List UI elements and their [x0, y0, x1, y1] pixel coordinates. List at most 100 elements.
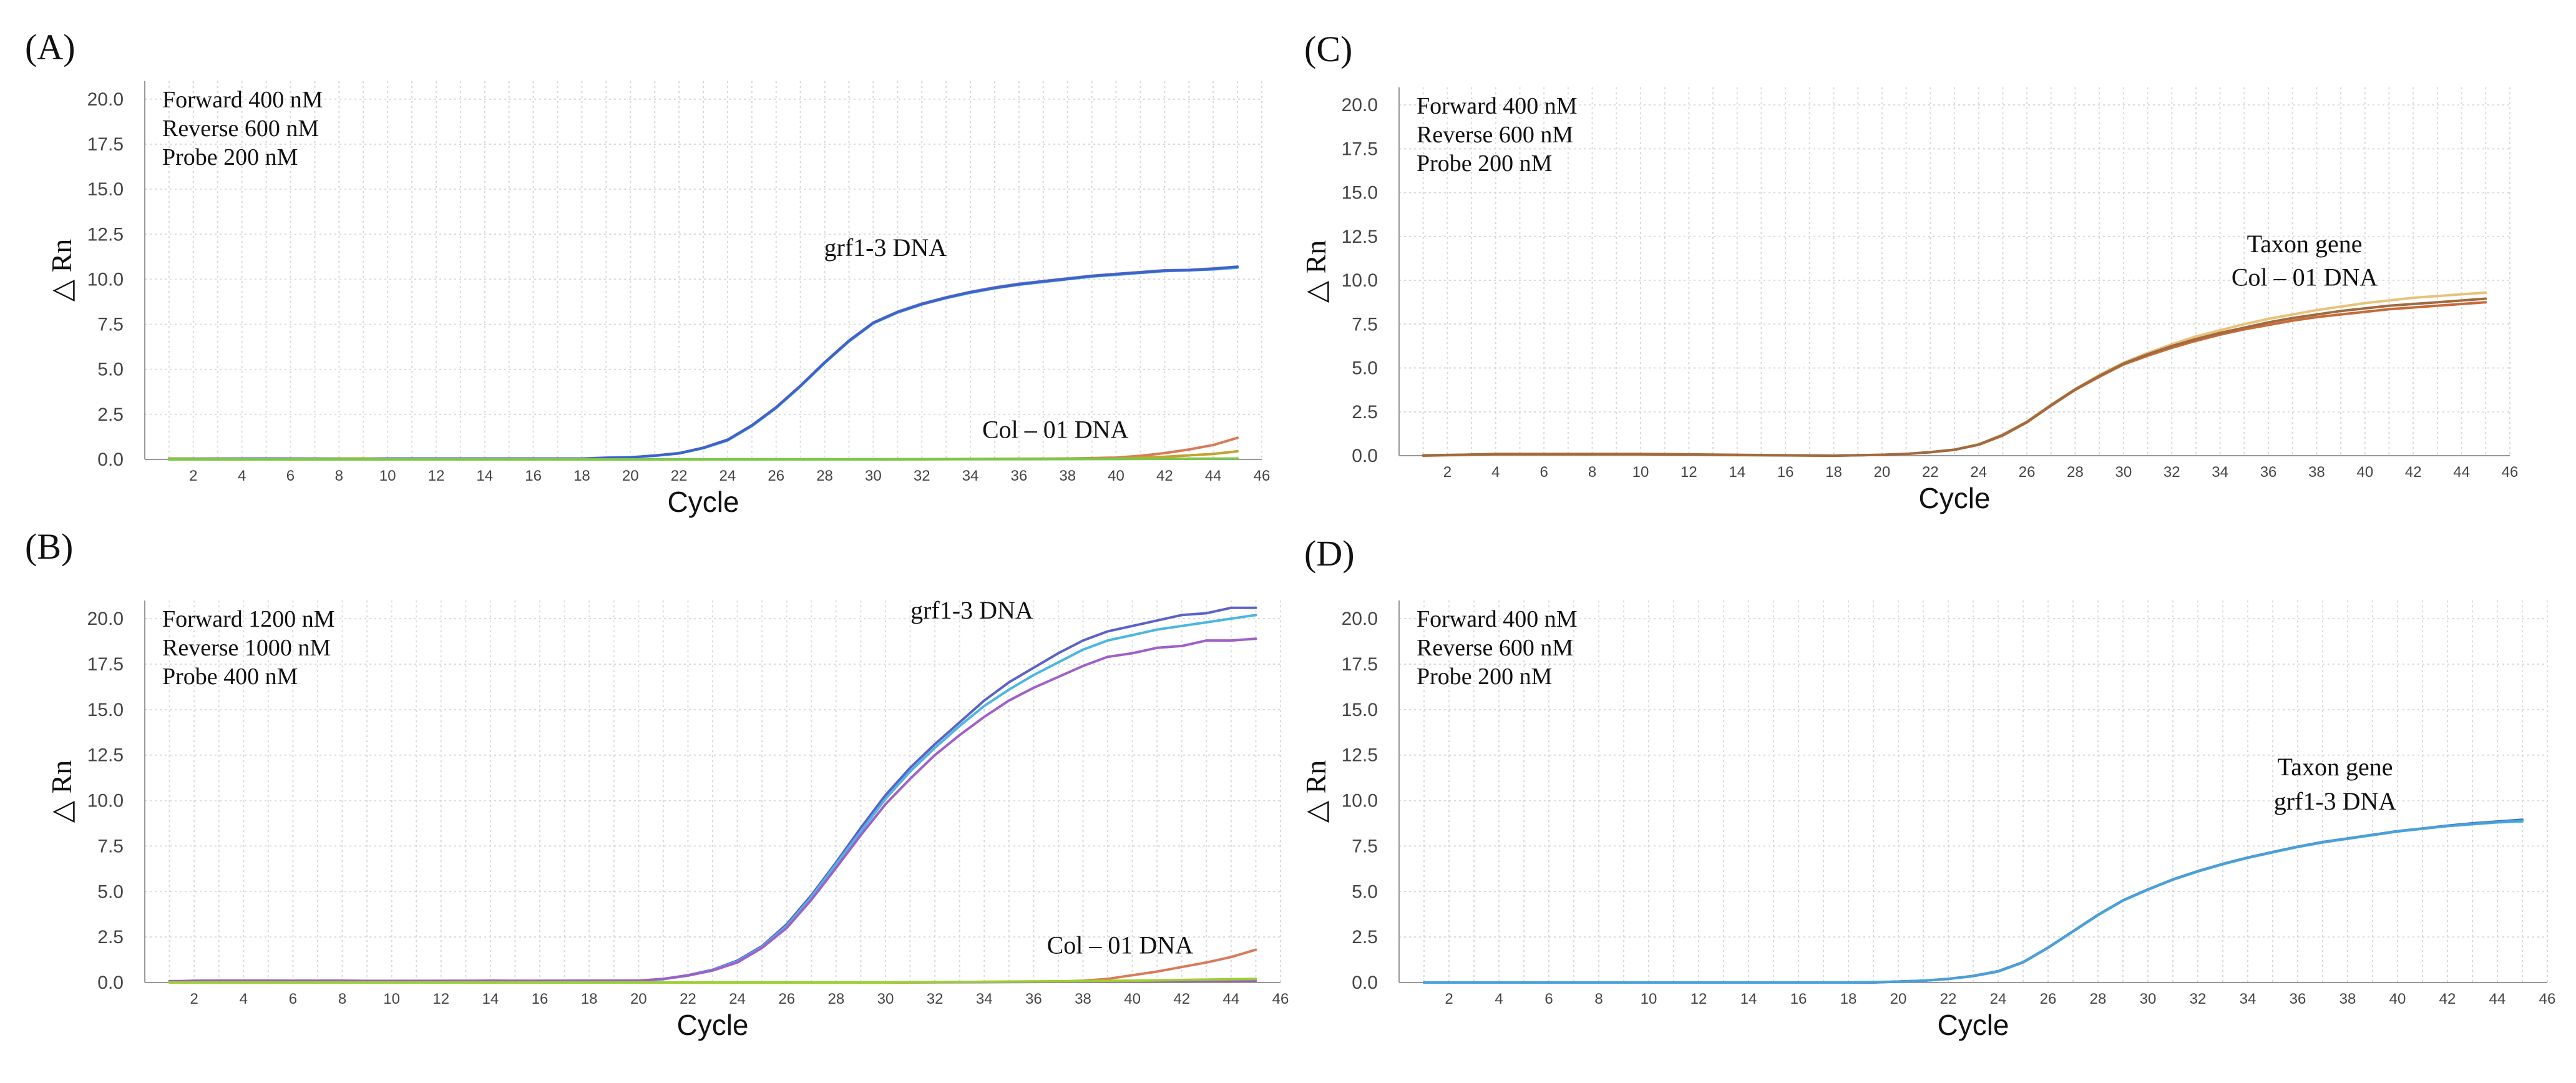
- y-axis-title: △ Rn: [1300, 240, 1332, 303]
- y-tick-label: 7.5: [97, 315, 124, 335]
- y-tick-label: 10.0: [1342, 791, 1378, 811]
- y-tick-label: 12.5: [1342, 745, 1378, 766]
- series-annotation: grf1-3 DNA: [2274, 787, 2397, 815]
- x-tick-label: 6: [1539, 464, 1548, 481]
- x-tick-label: 10: [1632, 464, 1649, 481]
- x-tick-label: 4: [238, 468, 246, 484]
- x-tick-label: 28: [2090, 991, 2107, 1007]
- x-tick-label: 24: [1970, 464, 1987, 481]
- x-tick-label: 42: [1156, 468, 1173, 484]
- x-tick-label: 20: [1874, 464, 1891, 481]
- y-tick-label: 0.0: [97, 973, 124, 993]
- x-tick-label: 8: [1588, 464, 1596, 481]
- x-axis-title: Cycle: [1918, 482, 1990, 514]
- y-tick-label: 5.0: [1352, 358, 1378, 379]
- x-tick-label: 34: [2212, 464, 2228, 481]
- y-tick-label: 15.0: [1342, 183, 1378, 203]
- y-tick-label: 15.0: [87, 700, 124, 720]
- condition-line: Probe 400 nM: [162, 664, 298, 690]
- x-tick-label: 22: [671, 468, 688, 484]
- x-tick-label: 6: [1544, 991, 1553, 1007]
- series-line: [168, 978, 1257, 984]
- y-tick-label: 20.0: [1342, 609, 1378, 629]
- condition-line: Reverse 1000 nM: [162, 635, 331, 661]
- panel-b: (B)2 4 6 8 10 12 14 16 18 20 22 24 26 28 30 32 34 36 38 40 4…: [25, 526, 1289, 1041]
- x-tick-label: 22: [680, 991, 696, 1007]
- x-tick-label: 8: [335, 468, 343, 484]
- x-tick-label: 30: [877, 991, 894, 1007]
- x-tick-label: 46: [1272, 991, 1289, 1007]
- x-tick-label: 12: [428, 468, 445, 484]
- x-tick-label: 10: [383, 991, 400, 1007]
- x-tick-label: 2: [189, 468, 197, 484]
- y-tick-label: 20.0: [87, 609, 124, 629]
- x-axis-title: Cycle: [1937, 1009, 2009, 1041]
- x-tick-label: 46: [1254, 468, 1271, 484]
- y-tick-label: 7.5: [1352, 836, 1378, 856]
- y-tick-label: 10.0: [87, 791, 124, 811]
- x-tick-label: 4: [1491, 464, 1500, 481]
- x-tick-label: 18: [1840, 991, 1857, 1007]
- x-tick-label: 22: [1922, 464, 1939, 481]
- x-tick-label: 24: [720, 468, 736, 484]
- y-tick-label: 15.0: [1342, 700, 1378, 720]
- x-tick-label: 18: [573, 468, 590, 484]
- x-tick-label: 38: [1075, 991, 1091, 1007]
- panel-c: (C)2 4 6 8 10 12 14 16 18 20 22 24 26 28 30 32 34 36 38 40 4…: [1300, 29, 2518, 514]
- condition-line: Forward 1200 nM: [162, 606, 335, 632]
- x-tick-label: 2: [1445, 991, 1453, 1007]
- x-tick-label: 38: [2339, 991, 2356, 1007]
- x-tick-label: 24: [729, 991, 746, 1007]
- series-line: [168, 637, 1257, 983]
- condition-line: Forward 400 nM: [1417, 93, 1578, 119]
- x-tick-label: 22: [1940, 991, 1957, 1007]
- x-tick-label: 28: [827, 991, 844, 1007]
- condition-line: Reverse 600 nM: [162, 115, 319, 142]
- series-line: [1423, 819, 2524, 984]
- x-tick-label: 42: [1173, 991, 1190, 1007]
- series-annotation: Col – 01 DNA: [1047, 931, 1194, 959]
- x-tick-label: 26: [2019, 464, 2036, 481]
- y-axis-title: △ Rn: [46, 239, 77, 302]
- x-tick-label: 20: [630, 991, 647, 1007]
- x-tick-label: 6: [289, 991, 297, 1007]
- x-tick-label: 12: [432, 991, 449, 1007]
- panel-d: (D)2 4 6 8 10 12 14 16 18 20 22 24 26 28 30 32 34 36 38 40 4…: [1300, 533, 2555, 1041]
- series-annotation: grf1-3 DNA: [910, 596, 1033, 624]
- x-tick-label: 14: [482, 991, 499, 1007]
- x-tick-label: 8: [338, 991, 346, 1007]
- x-tick-label: 30: [2140, 991, 2157, 1007]
- y-tick-label: 0.0: [1352, 446, 1378, 466]
- x-tick-label: 12: [1690, 991, 1707, 1007]
- y-tick-label: 10.0: [1342, 270, 1378, 291]
- x-tick-label: 44: [2489, 991, 2506, 1007]
- panel-label: (C): [1304, 29, 1352, 69]
- y-tick-label: 12.5: [1342, 227, 1378, 247]
- x-tick-label: 40: [2389, 991, 2406, 1007]
- x-tick-label: 32: [2164, 464, 2180, 481]
- y-tick-label: 5.0: [1352, 881, 1378, 902]
- x-tick-label: 12: [1681, 464, 1697, 481]
- x-tick-label: 38: [2308, 464, 2325, 481]
- y-tick-label: 17.5: [1342, 139, 1378, 159]
- y-axis-title: △ Rn: [46, 760, 77, 823]
- y-tick-label: 12.5: [87, 745, 124, 766]
- x-axis-title: Cycle: [676, 1009, 748, 1041]
- x-tick-label: 8: [1594, 991, 1603, 1007]
- x-tick-label: 36: [2260, 464, 2277, 481]
- x-tick-label: 4: [240, 991, 248, 1007]
- x-tick-label: 16: [532, 991, 549, 1007]
- series-annotation: Taxon gene: [2278, 753, 2393, 781]
- panel-label: (D): [1304, 533, 1355, 574]
- y-tick-label: 2.5: [97, 404, 124, 425]
- y-tick-label: 17.5: [87, 654, 124, 675]
- x-tick-label: 44: [1223, 991, 1240, 1007]
- y-tick-label: 17.5: [1342, 654, 1378, 675]
- condition-line: Reverse 600 nM: [1417, 122, 1573, 148]
- y-tick-label: 5.0: [97, 360, 124, 380]
- x-axis-title: Cycle: [667, 486, 739, 518]
- condition-line: Probe 200 nM: [1417, 150, 1552, 177]
- x-tick-label: 26: [768, 468, 784, 484]
- series-annotation: Col – 01 DNA: [982, 415, 1129, 443]
